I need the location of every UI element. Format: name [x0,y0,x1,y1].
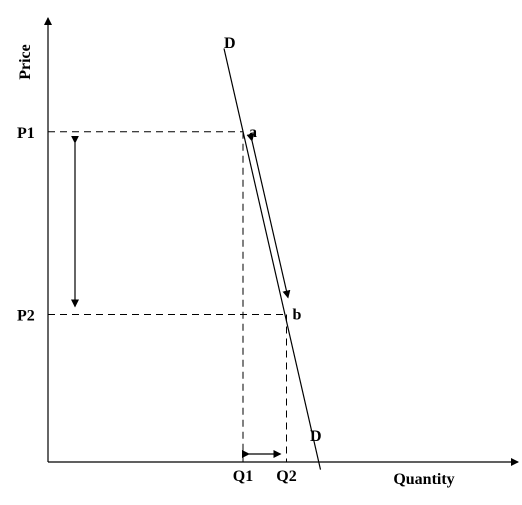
y-axis-label: Price [17,44,34,80]
tick-labels: P1 P2 Q1 Q2 [17,125,297,485]
price-tick-label-1: P1 [17,125,35,142]
change-arrows [71,133,291,458]
demand-label-bottom: D [310,428,322,445]
demand-curve [223,48,322,470]
point-label-a: a [249,124,257,141]
demand-label-top: D [224,35,236,52]
quantity-tick-label-2: Q2 [276,468,296,485]
guide-lines [48,131,287,462]
x-axis-label: Quantity [393,471,454,488]
point-labels: ab [249,124,302,324]
point-label-b: b [293,307,302,324]
price-tick-label-2: P2 [17,308,35,325]
movement-along-curve-arrow [246,133,291,299]
quantity-tick-label-1: Q1 [233,468,253,485]
